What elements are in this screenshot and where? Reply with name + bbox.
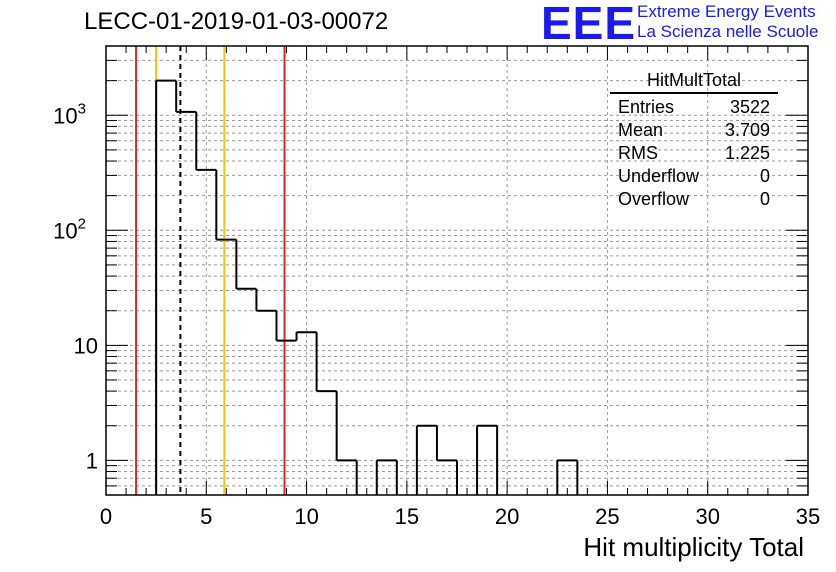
x-tick-label: 25 (595, 504, 619, 529)
x-tick-label: 10 (294, 504, 318, 529)
stats-box: HitMultTotal Entries 3522 Mean 3.709 RMS 1.… (610, 70, 778, 211)
stats-value: 1.225 (724, 143, 770, 163)
x-tick-label: 15 (395, 504, 419, 529)
stats-row-underflow: Underflow 0 (610, 165, 778, 188)
y-tick-label: 10 (74, 333, 98, 358)
stats-label: Underflow (618, 166, 700, 186)
stats-title: HitMultTotal (610, 70, 778, 94)
logo-line-1: Extreme Energy Events (637, 2, 816, 21)
y-tick-label: 1 (86, 448, 98, 473)
x-axis-label: Hit multiplicity Total (583, 532, 804, 562)
stats-row-overflow: Overflow 0 (610, 188, 778, 211)
x-tick-label: 20 (495, 504, 519, 529)
x-tick-label: 35 (796, 504, 820, 529)
logo-line-2: La Scienza nelle Scuole (637, 22, 819, 41)
stats-row-mean: Mean 3.709 (610, 119, 778, 142)
plot-frame (105, 45, 809, 496)
y-tick-label: 102 (53, 215, 86, 243)
stats-row-entries: Entries 3522 (610, 96, 778, 119)
stats-value: 3.709 (724, 120, 770, 140)
stats-label: Entries (618, 97, 675, 117)
stats-value: 3522 (729, 97, 770, 117)
x-tick-label: 0 (100, 504, 112, 529)
stats-row-rms: RMS 1.225 (610, 142, 778, 165)
stats-label: Mean (618, 120, 664, 140)
stats-value: 0 (759, 166, 770, 186)
stats-value: 0 (759, 189, 770, 209)
eee-logo: EEE (541, 0, 637, 49)
stats-label: Overflow (618, 189, 690, 209)
stats-label: RMS (618, 143, 658, 163)
y-tick-label: 103 (53, 100, 86, 128)
x-tick-label: 5 (200, 504, 212, 529)
chart-title: LECC-01-2019-01-03-00072 (84, 8, 389, 35)
x-tick-label: 30 (695, 504, 719, 529)
